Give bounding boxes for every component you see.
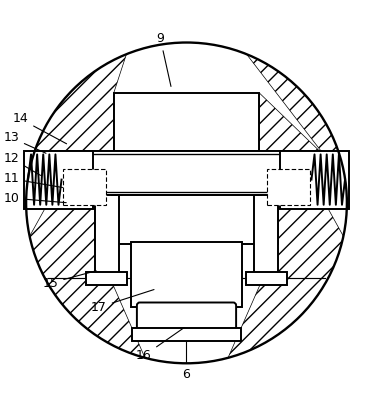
Bar bbox=[95, 196, 278, 244]
Text: 9: 9 bbox=[156, 32, 171, 86]
Bar bbox=[246, 272, 287, 285]
Text: 6: 6 bbox=[182, 342, 191, 381]
Bar bbox=[114, 93, 259, 151]
Bar bbox=[95, 196, 119, 279]
Polygon shape bbox=[247, 54, 344, 175]
Polygon shape bbox=[29, 54, 126, 175]
Text: 10: 10 bbox=[3, 191, 66, 205]
Text: 16: 16 bbox=[136, 328, 184, 362]
Polygon shape bbox=[228, 196, 344, 358]
Bar bbox=[63, 169, 106, 205]
Bar bbox=[254, 196, 278, 279]
Polygon shape bbox=[29, 196, 145, 358]
Bar bbox=[24, 151, 93, 208]
Text: 14: 14 bbox=[13, 113, 66, 144]
Bar bbox=[52, 151, 321, 196]
Bar bbox=[69, 154, 304, 192]
Bar bbox=[280, 151, 349, 208]
Text: 17: 17 bbox=[91, 289, 154, 314]
Bar bbox=[86, 272, 127, 285]
Bar bbox=[131, 242, 242, 307]
Text: 11: 11 bbox=[3, 172, 63, 188]
Text: 15: 15 bbox=[43, 271, 96, 289]
Bar bbox=[132, 328, 241, 341]
Text: 12: 12 bbox=[3, 152, 41, 176]
FancyBboxPatch shape bbox=[137, 302, 236, 333]
Bar bbox=[267, 169, 310, 205]
Text: 13: 13 bbox=[3, 131, 46, 153]
